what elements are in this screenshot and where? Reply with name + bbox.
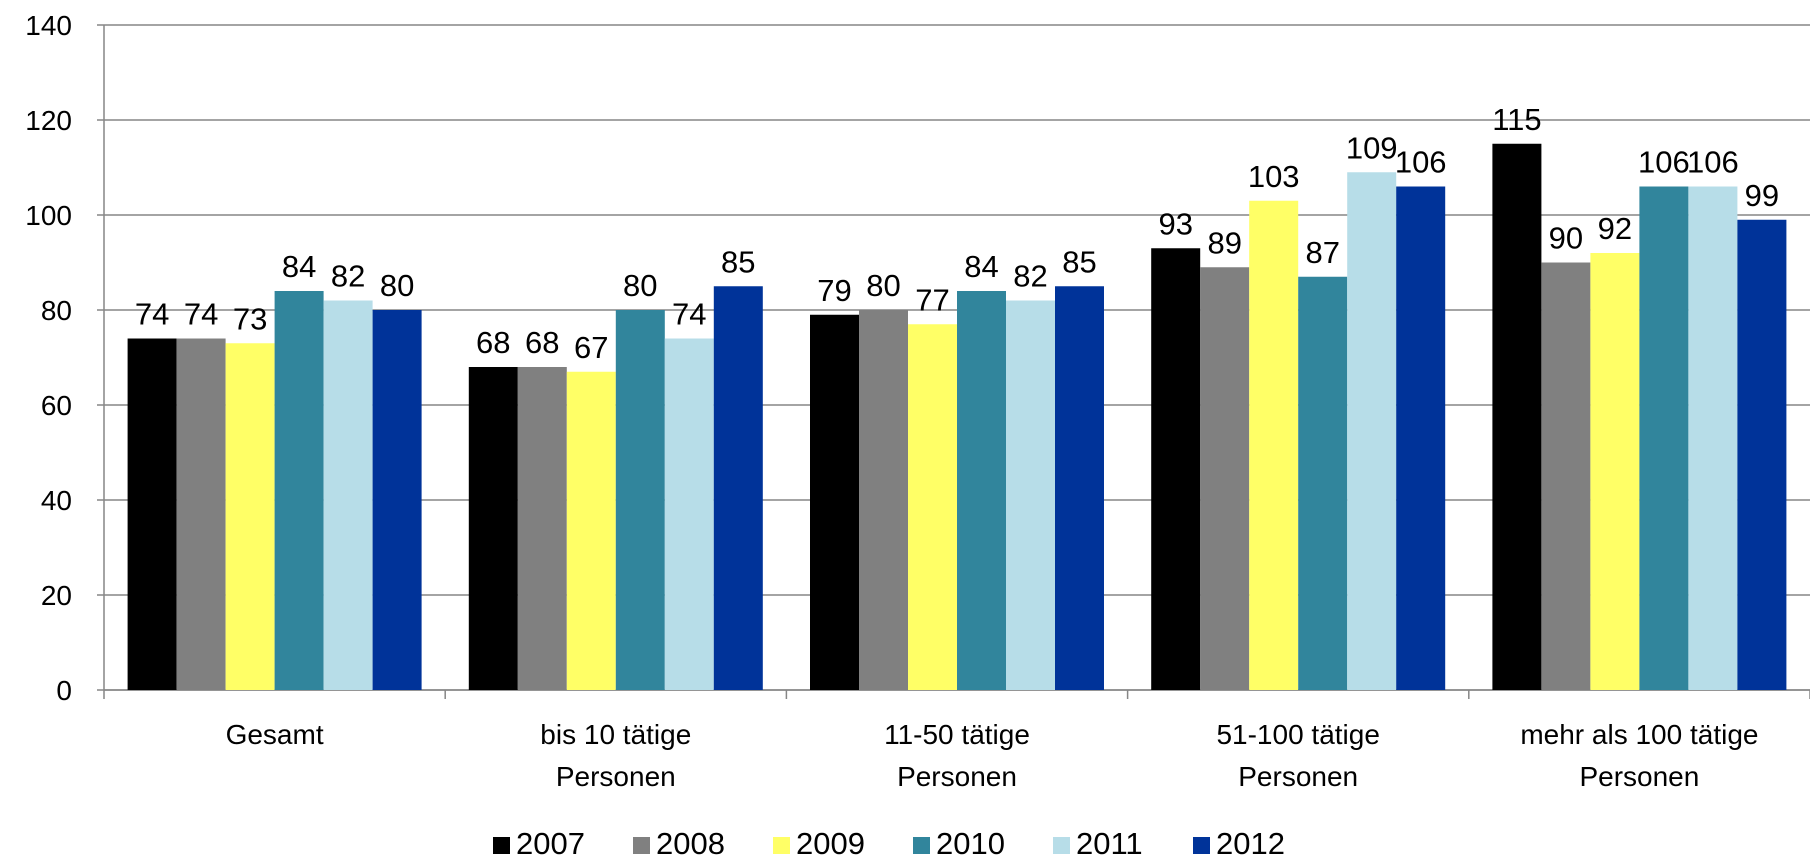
bar xyxy=(323,300,373,690)
bar xyxy=(1639,186,1689,690)
value-label: 99 xyxy=(1745,178,1779,213)
legend-label: 2010 xyxy=(936,826,1005,861)
y-tick-label: 20 xyxy=(41,580,72,611)
y-tick-label: 0 xyxy=(56,675,72,706)
value-label: 80 xyxy=(866,268,900,303)
value-label: 68 xyxy=(525,325,559,360)
value-label: 82 xyxy=(1013,259,1047,294)
bar xyxy=(1298,276,1348,690)
bar xyxy=(1541,262,1591,690)
x-tick-label: 51-100 tätige Personen xyxy=(1216,719,1379,792)
value-label: 115 xyxy=(1492,102,1541,137)
y-tick-label: 120 xyxy=(25,105,72,136)
value-label: 90 xyxy=(1549,221,1583,256)
bar xyxy=(1347,172,1397,690)
bar xyxy=(908,324,957,690)
bar xyxy=(1737,219,1787,690)
x-tick-label: bis 10 tätige Personen xyxy=(540,719,691,792)
x-tick-label: 11-50 tätige Personen xyxy=(884,719,1030,792)
value-label: 73 xyxy=(233,301,267,336)
legend-label: 2007 xyxy=(516,826,585,861)
value-label: 74 xyxy=(672,297,706,332)
value-label: 103 xyxy=(1248,159,1300,194)
x-tick-label: mehr als 100 tätige Personen xyxy=(1520,719,1758,792)
legend-label: 2008 xyxy=(656,826,725,861)
bar xyxy=(1151,248,1201,690)
bar xyxy=(664,338,714,690)
value-label: 77 xyxy=(915,282,949,317)
bar xyxy=(372,310,422,690)
bar xyxy=(1590,253,1640,690)
bar xyxy=(957,291,1006,690)
value-label: 74 xyxy=(184,297,218,332)
value-label: 74 xyxy=(135,297,169,332)
y-tick-label: 80 xyxy=(41,295,72,326)
bar xyxy=(517,367,567,690)
bar xyxy=(1055,286,1104,690)
legend-swatch xyxy=(773,837,790,854)
value-label: 85 xyxy=(721,244,755,279)
value-label: 68 xyxy=(476,325,510,360)
bar xyxy=(176,338,226,690)
value-label: 79 xyxy=(817,273,851,308)
value-label: 87 xyxy=(1305,235,1339,270)
value-label: 89 xyxy=(1207,225,1241,260)
value-label: 80 xyxy=(380,268,414,303)
bar xyxy=(566,371,616,690)
legend: 2007 2008 2009 2010 2011 2012 xyxy=(493,826,1285,861)
legend-swatch xyxy=(1193,837,1210,854)
bar xyxy=(1006,300,1055,690)
y-tick-label: 40 xyxy=(41,485,72,516)
legend-label: 2009 xyxy=(796,826,865,861)
bar xyxy=(225,343,275,690)
legend-swatch xyxy=(493,837,510,854)
bar xyxy=(1396,186,1446,690)
bar xyxy=(127,338,177,690)
value-label: 84 xyxy=(964,249,998,284)
value-label: 106 xyxy=(1395,145,1447,180)
bar xyxy=(468,367,518,690)
bar xyxy=(1688,186,1738,690)
value-label: 82 xyxy=(331,259,365,294)
value-label: 109 xyxy=(1346,130,1398,165)
value-label: 67 xyxy=(574,330,608,365)
bar xyxy=(274,291,324,690)
bar xyxy=(810,314,859,690)
x-tick-label: Gesamt xyxy=(226,719,324,750)
bar xyxy=(1200,267,1250,690)
value-label: 80 xyxy=(623,268,657,303)
legend-swatch xyxy=(633,837,650,854)
legend-swatch xyxy=(1053,837,1070,854)
value-label: 106 xyxy=(1638,145,1690,180)
bar xyxy=(615,310,665,690)
value-label: 85 xyxy=(1062,244,1096,279)
value-label: 92 xyxy=(1598,211,1632,246)
bar xyxy=(859,310,908,690)
value-label: 93 xyxy=(1158,206,1192,241)
value-label: 106 xyxy=(1687,145,1739,180)
bar xyxy=(713,286,763,690)
y-tick-label: 100 xyxy=(25,200,72,231)
bar xyxy=(1492,143,1542,690)
legend-label: 2012 xyxy=(1216,826,1285,861)
bar xyxy=(1249,200,1299,690)
value-label: 84 xyxy=(282,249,316,284)
legend-swatch xyxy=(913,837,930,854)
y-tick-label: 140 xyxy=(25,10,72,41)
y-tick-label: 60 xyxy=(41,390,72,421)
legend-label: 2011 xyxy=(1076,826,1143,861)
